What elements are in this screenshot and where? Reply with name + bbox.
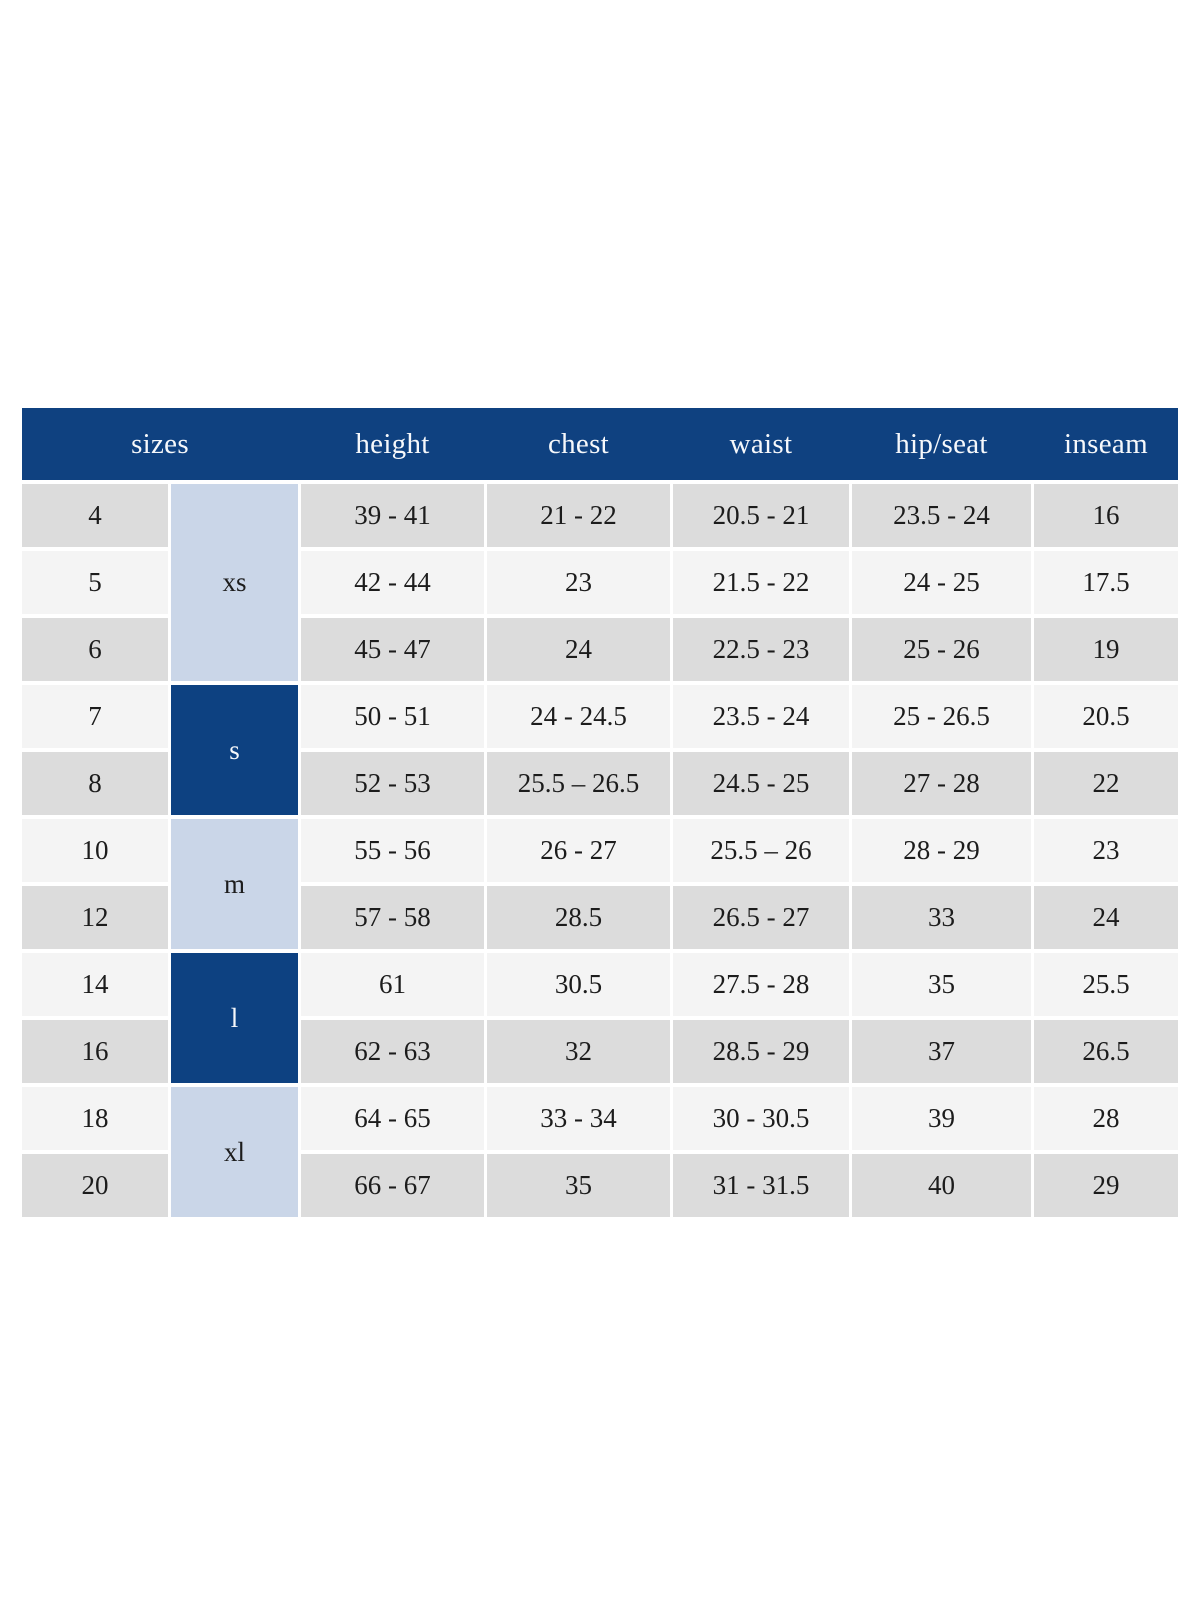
cell-size-size-8: 8 <box>22 752 168 815</box>
cell-waist-size-12: 26.5 - 27 <box>673 886 849 949</box>
size-group-m: m <box>171 819 298 949</box>
cell-size-size-10: 10 <box>22 819 168 882</box>
cell-height-size-18: 64 - 65 <box>301 1087 484 1150</box>
cell-size-size-7: 7 <box>22 685 168 748</box>
cell-waist-size-18: 30 - 30.5 <box>673 1087 849 1150</box>
cell-height-size-8: 52 - 53 <box>301 752 484 815</box>
cell-inseam-size-5: 17.5 <box>1034 551 1178 614</box>
cell-size-size-18: 18 <box>22 1087 168 1150</box>
cell-waist-size-5: 21.5 - 22 <box>673 551 849 614</box>
size-group-xl: xl <box>171 1087 298 1217</box>
cell-chest-size-6: 24 <box>487 618 670 681</box>
size-group-s: s <box>171 685 298 815</box>
cell-size-size-16: 16 <box>22 1020 168 1083</box>
cell-hip-seat-size-7: 25 - 26.5 <box>852 685 1031 748</box>
header-inseam: inseam <box>1064 427 1148 460</box>
cell-inseam-size-7: 20.5 <box>1034 685 1178 748</box>
cell-height-size-14: 61 <box>301 953 484 1016</box>
header-height: height <box>355 427 430 460</box>
cell-hip-seat-size-8: 27 - 28 <box>852 752 1031 815</box>
size-table-header: sizes height chest waist hip/seat inseam <box>22 408 1178 480</box>
cell-hip-seat-size-6: 25 - 26 <box>852 618 1031 681</box>
cell-chest-size-4: 21 - 22 <box>487 484 670 547</box>
cell-inseam-size-20: 29 <box>1034 1154 1178 1217</box>
size-table-body: xs s m l xl 4 39 - 41 21 - 22 20.5 - 21 23.5 - 24… <box>22 484 1178 1217</box>
header-hip-seat: hip/seat <box>895 427 988 460</box>
cell-waist-size-20: 31 - 31.5 <box>673 1154 849 1217</box>
cell-chest-size-16: 32 <box>487 1020 670 1083</box>
cell-waist-size-7: 23.5 - 24 <box>673 685 849 748</box>
cell-height-size-6: 45 - 47 <box>301 618 484 681</box>
header-waist: waist <box>729 427 793 460</box>
cell-size-size-6: 6 <box>22 618 168 681</box>
cell-height-size-12: 57 - 58 <box>301 886 484 949</box>
cell-inseam-size-6: 19 <box>1034 618 1178 681</box>
cell-chest-size-18: 33 - 34 <box>487 1087 670 1150</box>
cell-inseam-size-14: 25.5 <box>1034 953 1178 1016</box>
cell-inseam-size-16: 26.5 <box>1034 1020 1178 1083</box>
cell-height-size-7: 50 - 51 <box>301 685 484 748</box>
cell-hip-seat-size-20: 40 <box>852 1154 1031 1217</box>
cell-hip-seat-size-16: 37 <box>852 1020 1031 1083</box>
cell-size-size-4: 4 <box>22 484 168 547</box>
cell-hip-seat-size-5: 24 - 25 <box>852 551 1031 614</box>
cell-hip-seat-size-12: 33 <box>852 886 1031 949</box>
cell-inseam-size-10: 23 <box>1034 819 1178 882</box>
header-chest: chest <box>547 427 610 460</box>
cell-hip-seat-size-4: 23.5 - 24 <box>852 484 1031 547</box>
cell-chest-size-7: 24 - 24.5 <box>487 685 670 748</box>
cell-height-size-4: 39 - 41 <box>301 484 484 547</box>
cell-inseam-size-18: 28 <box>1034 1087 1178 1150</box>
cell-height-size-16: 62 - 63 <box>301 1020 484 1083</box>
cell-hip-seat-size-10: 28 - 29 <box>852 819 1031 882</box>
cell-size-size-12: 12 <box>22 886 168 949</box>
cell-inseam-size-8: 22 <box>1034 752 1178 815</box>
cell-chest-size-12: 28.5 <box>487 886 670 949</box>
cell-hip-seat-size-14: 35 <box>852 953 1031 1016</box>
cell-chest-size-8: 25.5 – 26.5 <box>487 752 670 815</box>
cell-height-size-10: 55 - 56 <box>301 819 484 882</box>
cell-size-size-20: 20 <box>22 1154 168 1217</box>
cell-waist-size-16: 28.5 - 29 <box>673 1020 849 1083</box>
cell-chest-size-20: 35 <box>487 1154 670 1217</box>
cell-height-size-20: 66 - 67 <box>301 1154 484 1217</box>
header-sizes: sizes <box>131 427 189 460</box>
size-group-l: l <box>171 953 298 1083</box>
cell-hip-seat-size-18: 39 <box>852 1087 1031 1150</box>
cell-size-size-14: 14 <box>22 953 168 1016</box>
cell-chest-size-5: 23 <box>487 551 670 614</box>
cell-chest-size-14: 30.5 <box>487 953 670 1016</box>
cell-size-size-5: 5 <box>22 551 168 614</box>
cell-inseam-size-12: 24 <box>1034 886 1178 949</box>
cell-waist-size-10: 25.5 – 26 <box>673 819 849 882</box>
cell-waist-size-14: 27.5 - 28 <box>673 953 849 1016</box>
cell-waist-size-6: 22.5 - 23 <box>673 618 849 681</box>
cell-height-size-5: 42 - 44 <box>301 551 484 614</box>
cell-waist-size-4: 20.5 - 21 <box>673 484 849 547</box>
size-group-xs: xs <box>171 484 298 681</box>
cell-waist-size-8: 24.5 - 25 <box>673 752 849 815</box>
cell-inseam-size-4: 16 <box>1034 484 1178 547</box>
size-chart-table: sizes height chest waist hip/seat inseam… <box>22 408 1178 1217</box>
cell-chest-size-10: 26 - 27 <box>487 819 670 882</box>
